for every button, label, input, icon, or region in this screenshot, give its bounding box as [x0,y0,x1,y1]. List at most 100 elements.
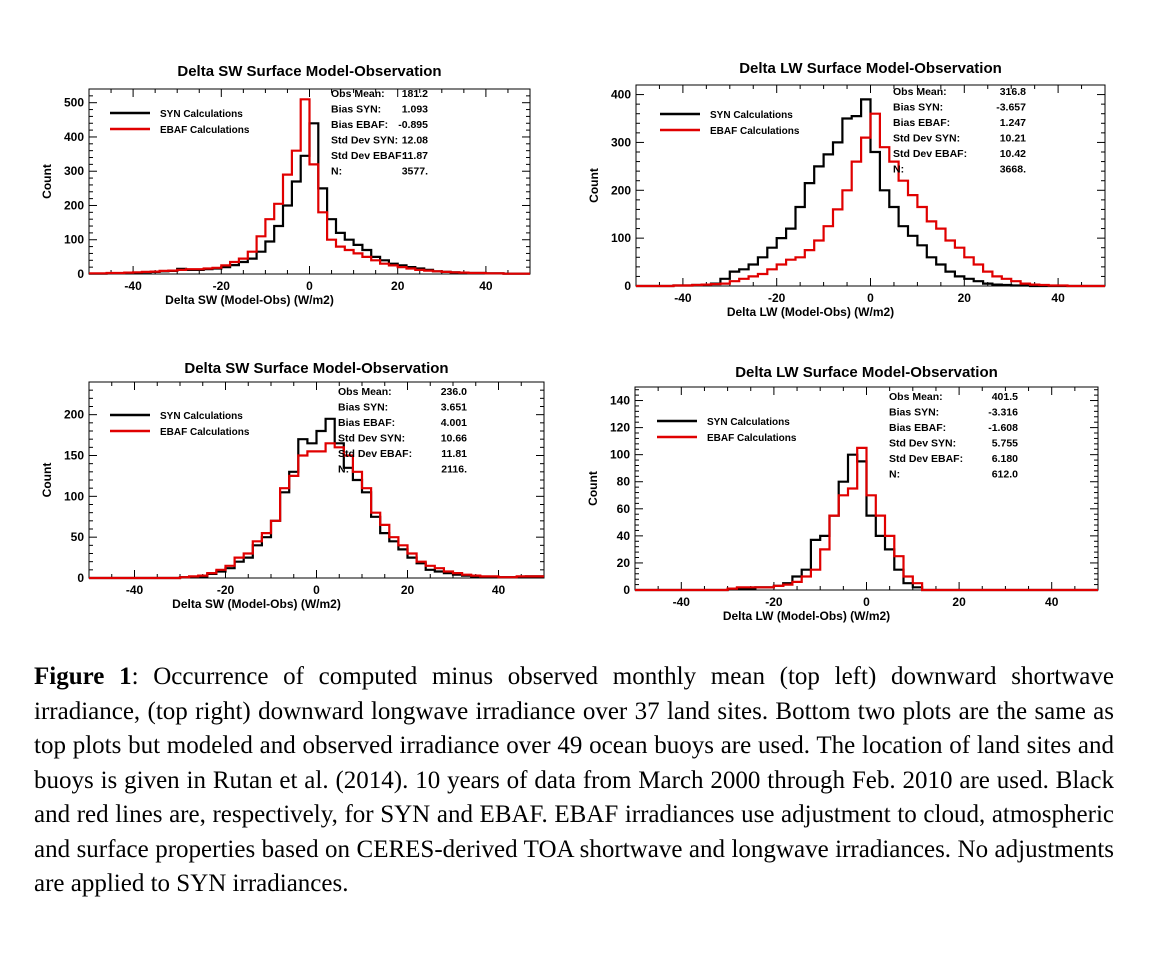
x-tick-label: -20 [768,291,786,305]
y-tick-label: 300 [64,164,84,178]
stat-value: 6.180 [992,453,1018,465]
stat-value: 612.0 [992,469,1018,481]
stat-label: Obs Mean: [889,391,943,403]
chart-title: Delta SW Surface Model-Observation [184,360,448,377]
syn-series-line [89,417,544,580]
caption-text: : Occurrence of computed minus observed … [34,663,1114,897]
x-tick-label: 40 [1045,595,1059,609]
stat-value: 5.755 [992,438,1018,450]
stat-label: Obs Mean: [331,88,385,100]
y-tick-label: 0 [624,279,631,293]
x-tick-label: -40 [674,291,692,305]
stat-value: 10.42 [1000,148,1026,160]
stat-label: Std Dev EBAF: [338,448,412,460]
x-tick-label: 20 [391,279,405,293]
stat-label: Std Dev SYN: [893,133,960,145]
stat-label: Std Dev SYN: [889,438,956,450]
legend-label: EBAF Calculations [160,125,250,136]
x-tick-label: 0 [863,595,870,609]
stat-label: Bias EBAF: [331,119,388,131]
x-axis-label: Delta SW (Model-Obs) (W/m2) [172,597,341,611]
chart-panel-bottom-right: Delta LW Surface Model-Observation -40 -20… [575,360,1115,630]
x-tick-label: 0 [867,291,874,305]
histogram-chart: Delta LW Surface Model-Observation -40 -20… [587,60,1106,319]
x-tick-label: -40 [126,583,144,597]
y-tick-label: 200 [611,183,631,197]
x-tick-label: 20 [401,583,415,597]
y-axis-label: Count [40,164,54,199]
stat-label: Bias SYN: [331,104,381,116]
x-tick-label: 40 [492,583,506,597]
y-tick-label: 100 [610,448,630,462]
stat-label: N: [331,166,342,178]
stat-label: Bias SYN: [893,102,943,114]
y-tick-label: 120 [610,421,630,435]
stat-value: 181.2 [402,88,428,100]
x-tick-label: -20 [765,595,783,609]
y-tick-label: 300 [611,135,631,149]
ebaf-series-line [89,442,544,580]
stat-label: N: [889,469,900,481]
histogram-chart: Delta SW Surface Model-Observation -40 -20… [40,360,545,611]
y-tick-label: 400 [611,88,631,102]
legend-label: EBAF Calculations [710,126,800,137]
y-tick-label: 200 [64,408,84,422]
y-axis-label: Count [40,463,54,498]
figure-caption: Figure 1: Occurrence of computed minus o… [34,660,1114,902]
x-axis-label: Delta LW (Model-Obs) (W/m2) [727,305,894,319]
x-axis-label: Delta SW (Model-Obs) (W/m2) [165,293,334,307]
stat-value: 401.5 [992,391,1018,403]
legend-label: EBAF Calculations [160,427,250,438]
stat-value: 1.247 [1000,117,1026,129]
y-tick-label: 20 [617,556,631,570]
stat-label: Bias EBAF: [889,422,946,434]
legend-label: SYN Calculations [160,411,243,422]
legend-label: EBAF Calculations [707,433,797,444]
x-tick-label: 0 [313,583,320,597]
stat-label: Bias EBAF: [338,417,395,429]
x-tick-label: 40 [479,279,493,293]
y-tick-label: 80 [617,475,631,489]
y-axis-label: Count [586,471,600,506]
figure-label: Figure 1 [34,663,132,690]
stat-label: Std Dev SYN: [331,135,398,147]
ebaf-series-line [636,112,1105,288]
y-tick-label: 40 [617,529,631,543]
chart-panel-bottom-left: Delta SW Surface Model-Observation -40 -20… [30,356,555,621]
x-tick-label: -20 [217,583,235,597]
y-tick-label: 100 [611,231,631,245]
x-tick-label: 0 [306,279,313,293]
stat-value: 12.08 [402,135,428,147]
y-tick-label: 0 [77,267,84,281]
x-axis-label: Delta LW (Model-Obs) (W/m2) [723,609,890,623]
plot-frame [88,381,545,579]
stat-value: 3577. [402,166,428,178]
legend-label: SYN Calculations [707,417,790,428]
ebaf-series-line [635,446,1098,592]
x-tick-label: -40 [124,279,142,293]
chart-panel-top-right: Delta LW Surface Model-Observation -40 -20… [575,55,1120,330]
y-tick-label: 60 [617,502,631,516]
stat-value: 4.001 [441,417,467,429]
y-tick-label: 100 [64,489,84,503]
stat-value: -3.657 [996,102,1026,114]
stat-value: -0.895 [398,119,428,131]
chart-title: Delta LW Surface Model-Observation [739,60,1002,77]
stat-value: -3.316 [988,407,1018,419]
legend-label: SYN Calculations [160,109,243,120]
stat-value: 1.093 [402,104,428,116]
y-tick-label: 150 [64,449,84,463]
stat-label: Std Dev EBAF: [331,150,405,162]
legend-label: SYN Calculations [710,110,793,121]
x-tick-label: -20 [213,279,231,293]
stat-label: Bias SYN: [889,407,939,419]
stat-value: 236.0 [441,386,467,398]
ebaf-series-line [89,98,530,275]
y-tick-label: 140 [610,394,630,408]
stat-label: Obs Mean: [338,386,392,398]
stat-label: Bias EBAF: [893,117,950,129]
stat-label: Bias SYN: [338,402,388,414]
x-tick-label: -40 [673,595,691,609]
syn-series-line [636,98,1105,288]
stat-value: 11.81 [441,448,467,460]
